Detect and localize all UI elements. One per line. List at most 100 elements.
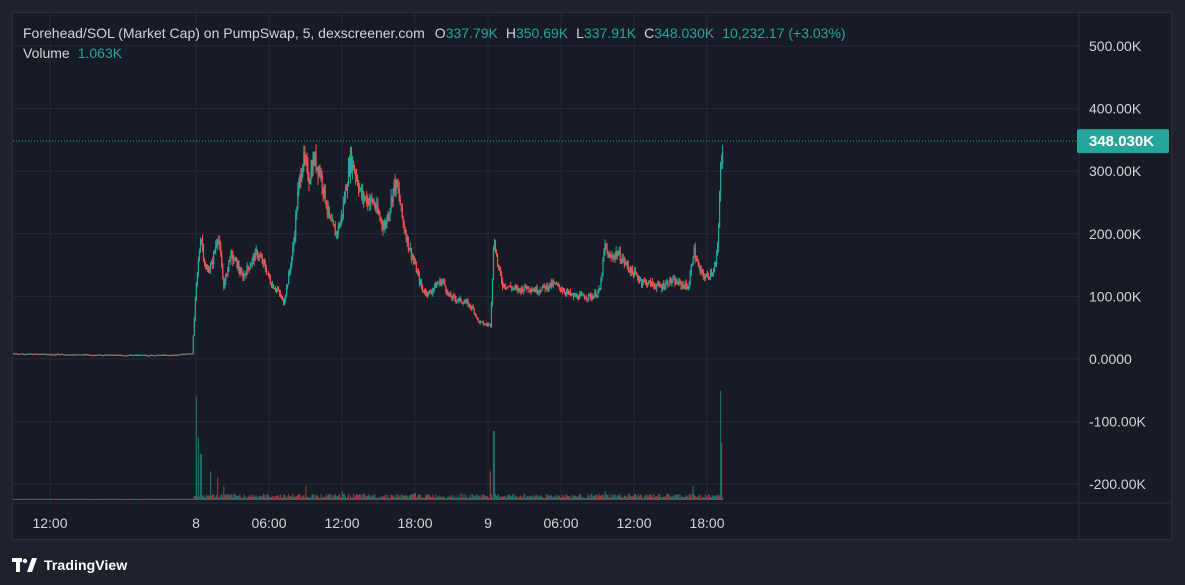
candle-body (119, 354, 121, 356)
candle-body (118, 354, 120, 356)
candle-body (73, 354, 75, 356)
candle-body (140, 354, 142, 356)
candle-body (161, 354, 163, 356)
candle-body (557, 284, 559, 286)
volume-bar (262, 493, 264, 500)
candle-body (301, 174, 303, 182)
candle-body (576, 295, 578, 297)
volume-bar (334, 493, 336, 500)
volume-bar (699, 498, 701, 500)
volume-bar (408, 495, 410, 500)
candle-body (25, 354, 27, 356)
volume-bar (271, 495, 274, 500)
candle-body (150, 354, 152, 356)
candle-body (148, 355, 150, 357)
volume-bar (506, 497, 508, 500)
volume-bar (46, 498, 48, 500)
candle-body (173, 354, 175, 356)
candle-body (622, 258, 624, 260)
volume-bar (243, 494, 245, 500)
candle-body (248, 267, 250, 270)
volume-bar (481, 496, 483, 500)
volume-bar (557, 495, 559, 500)
candle-body (418, 274, 421, 284)
volume-bar (411, 494, 413, 500)
candle-body (66, 354, 68, 356)
candle-body (478, 320, 480, 323)
candle-body (570, 294, 573, 296)
volume-bar (60, 498, 63, 500)
volume-bar (514, 497, 516, 500)
candle-body (631, 267, 633, 273)
volume-bar (164, 498, 166, 500)
volume-bar (23, 498, 25, 500)
candle-body (347, 165, 350, 186)
candle-body (680, 281, 682, 287)
volume-bar (342, 494, 345, 500)
volume-bar (645, 496, 648, 500)
volume-bar (525, 498, 527, 500)
candle-body (384, 223, 386, 227)
volume-bar (386, 498, 388, 500)
candle-body (549, 283, 551, 287)
volume-bar (392, 495, 394, 500)
candle-body (227, 267, 229, 276)
volume-bar (466, 498, 468, 500)
candle-body (390, 197, 392, 209)
candle-body (691, 263, 693, 266)
candle-body (189, 353, 191, 355)
candle-body (228, 260, 230, 268)
candle-body (208, 269, 211, 273)
candle-body (192, 335, 194, 354)
y-axis[interactable]: 500.00K 400.00K 300.00K 200.00K 100.00K 0.000… (1077, 38, 1169, 492)
volume-bar (313, 494, 315, 500)
volume-bar (566, 495, 569, 500)
volume-bar (604, 490, 606, 500)
price-chart[interactable]: 500.00K 400.00K 300.00K 200.00K 100.00K 0.000… (13, 13, 1171, 539)
candle-body (472, 306, 474, 309)
tradingview-branding[interactable]: TradingView (12, 555, 127, 575)
candle-body (153, 355, 155, 357)
volume-bar (202, 494, 205, 500)
symbol-title[interactable]: Forehead/SOL (Market Cap) on PumpSwap, 5… (23, 25, 425, 41)
volume-bar (213, 494, 215, 500)
volume-bar (132, 498, 135, 500)
volume-bar (66, 498, 68, 500)
volume-bar (292, 493, 294, 500)
volume-bar (103, 498, 105, 500)
candle-body (575, 294, 577, 297)
volume-bar (598, 493, 600, 500)
volume-bar (148, 498, 150, 500)
candle-body (323, 185, 325, 194)
candle-body (116, 354, 118, 356)
candle-body (400, 204, 402, 206)
volume-bar (96, 498, 98, 500)
volume-bar (89, 498, 91, 500)
candle-body (46, 354, 48, 356)
volume-bar (84, 498, 86, 500)
candle-body (454, 296, 456, 299)
candle-body (94, 355, 96, 357)
candle-body (456, 300, 458, 302)
volume-bar (573, 495, 576, 500)
volume-label[interactable]: Volume (23, 45, 70, 61)
volume-bar (671, 495, 673, 500)
candle-body (128, 354, 131, 356)
volume-bar (114, 498, 116, 500)
candle-body (693, 247, 695, 258)
candle-body (483, 324, 485, 326)
candle-body (101, 355, 103, 357)
volume-bar (438, 495, 440, 500)
volume-bar (232, 497, 234, 500)
volume-bar (513, 494, 515, 500)
volume-bar (445, 497, 447, 500)
candle-body (353, 169, 356, 172)
candle-body (678, 280, 680, 285)
candle-body (32, 354, 34, 356)
x-axis[interactable]: 12:00 8 06:00 12:00 18:00 9 06:00 12:00 18:00 (32, 515, 724, 531)
volume-bar (521, 497, 523, 500)
volume-bar (613, 495, 615, 500)
candle-body (196, 272, 199, 283)
chart-frame[interactable]: 500.00K 400.00K 300.00K 200.00K 100.00K 0.000… (12, 12, 1172, 540)
volume-bar (259, 495, 261, 500)
